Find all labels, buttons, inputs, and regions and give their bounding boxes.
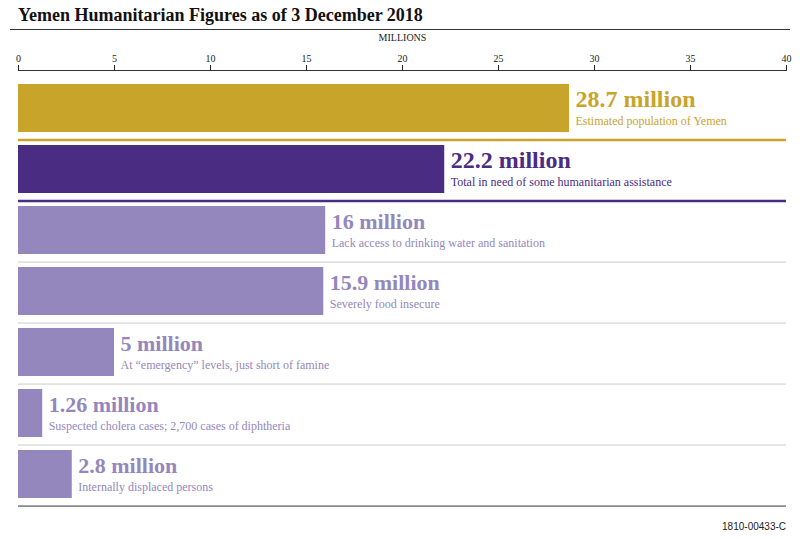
svg-text:15.9 million: 15.9 million: [330, 270, 440, 295]
svg-text:Total in need of some humanita: Total in need of some humanitarian assis…: [451, 175, 672, 189]
svg-text:28.7 million: 28.7 million: [576, 86, 696, 112]
svg-text:25: 25: [494, 53, 504, 64]
svg-text:20: 20: [398, 53, 408, 64]
svg-text:Lack access to drinking water: Lack access to drinking water and sanita…: [332, 236, 545, 250]
svg-text:At “emergency” levels, just sh: At “emergency” levels, just short of fam…: [121, 358, 330, 372]
svg-text:1.26 million: 1.26 million: [49, 392, 159, 417]
svg-text:Severely food insecure: Severely food insecure: [330, 297, 440, 311]
svg-text:Suspected cholera cases; 2,700: Suspected cholera cases; 2,700 cases of …: [49, 419, 291, 433]
svg-text:5: 5: [112, 53, 117, 64]
svg-text:MILLIONS: MILLIONS: [379, 32, 427, 43]
svg-text:10: 10: [206, 53, 216, 64]
svg-text:0: 0: [16, 53, 21, 64]
svg-text:35: 35: [686, 53, 696, 64]
svg-text:Internally displaced persons: Internally displaced persons: [78, 480, 213, 494]
svg-text:5 million: 5 million: [121, 331, 204, 356]
html-text:Yemen Humanitarian Figures as: Yemen Humanitarian Figures as of 3 Decem…: [18, 5, 423, 25]
html-text:1810-00433-C: 1810-00433-C: [722, 521, 786, 532]
svg-text:Estimated population of Yemen: Estimated population of Yemen: [576, 114, 727, 128]
svg-text:2.8 million: 2.8 million: [78, 453, 177, 478]
svg-text:15: 15: [302, 53, 312, 64]
svg-text:16 million: 16 million: [332, 209, 426, 234]
svg-text:40: 40: [782, 53, 792, 64]
svg-text:30: 30: [590, 53, 600, 64]
svg-text:22.2 million: 22.2 million: [451, 147, 571, 173]
